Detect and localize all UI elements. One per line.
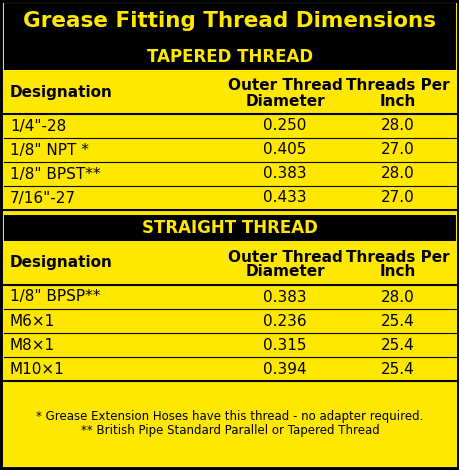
Text: Inch: Inch	[379, 94, 415, 109]
Text: * Grease Extension Hoses have this thread - no adapter required.: * Grease Extension Hoses have this threa…	[36, 410, 423, 423]
Bar	[4, 114, 455, 138]
Text: 7/16"-27: 7/16"-27	[10, 190, 76, 205]
Text: 0.394: 0.394	[263, 361, 306, 376]
Text: Threads Per: Threads Per	[346, 78, 449, 94]
Text: Diameter: Diameter	[245, 265, 324, 280]
Bar	[4, 215, 455, 241]
Bar	[4, 241, 455, 285]
Text: 25.4: 25.4	[381, 337, 414, 352]
Text: Grease Fitting Thread Dimensions: Grease Fitting Thread Dimensions	[23, 11, 436, 31]
Text: 27.0: 27.0	[381, 142, 414, 157]
Bar	[4, 333, 455, 357]
Text: STRAIGHT THREAD: STRAIGHT THREAD	[142, 219, 317, 237]
Text: Designation: Designation	[10, 85, 112, 100]
Bar	[4, 44, 455, 70]
Text: M8×1: M8×1	[10, 337, 55, 352]
Bar	[4, 162, 455, 186]
Text: 0.250: 0.250	[263, 118, 306, 133]
Bar	[4, 70, 455, 114]
Text: 27.0: 27.0	[381, 190, 414, 205]
Text: 0.433: 0.433	[263, 190, 306, 205]
Text: Outer Thread: Outer Thread	[227, 250, 341, 265]
Text: M10×1: M10×1	[10, 361, 65, 376]
Bar	[4, 357, 455, 381]
Text: Diameter: Diameter	[245, 94, 324, 109]
Bar	[4, 138, 455, 162]
Bar	[4, 381, 455, 466]
Bar	[4, 285, 455, 309]
Text: 1/4"-28: 1/4"-28	[10, 118, 66, 133]
Text: 25.4: 25.4	[381, 361, 414, 376]
Text: 28.0: 28.0	[381, 290, 414, 305]
Text: 1/8" BPSP**: 1/8" BPSP**	[10, 290, 100, 305]
Text: 1/8" BPST**: 1/8" BPST**	[10, 166, 100, 181]
Text: TAPERED THREAD: TAPERED THREAD	[146, 48, 313, 66]
Text: 28.0: 28.0	[381, 118, 414, 133]
Text: Designation: Designation	[10, 256, 112, 271]
Text: 28.0: 28.0	[381, 166, 414, 181]
Text: 0.236: 0.236	[263, 313, 306, 329]
Bar	[4, 186, 455, 210]
Text: M6×1: M6×1	[10, 313, 55, 329]
Text: 0.315: 0.315	[263, 337, 306, 352]
Text: 0.383: 0.383	[263, 166, 306, 181]
Bar	[4, 309, 455, 333]
Bar	[4, 0, 455, 44]
Text: Outer Thread: Outer Thread	[227, 78, 341, 94]
Text: ** British Pipe Standard Parallel or Tapered Thread: ** British Pipe Standard Parallel or Tap…	[80, 424, 379, 437]
Text: Threads Per: Threads Per	[346, 250, 449, 265]
Text: 25.4: 25.4	[381, 313, 414, 329]
Text: 0.383: 0.383	[263, 290, 306, 305]
Text: 0.405: 0.405	[263, 142, 306, 157]
Text: Inch: Inch	[379, 265, 415, 280]
Text: 1/8" NPT *: 1/8" NPT *	[10, 142, 89, 157]
